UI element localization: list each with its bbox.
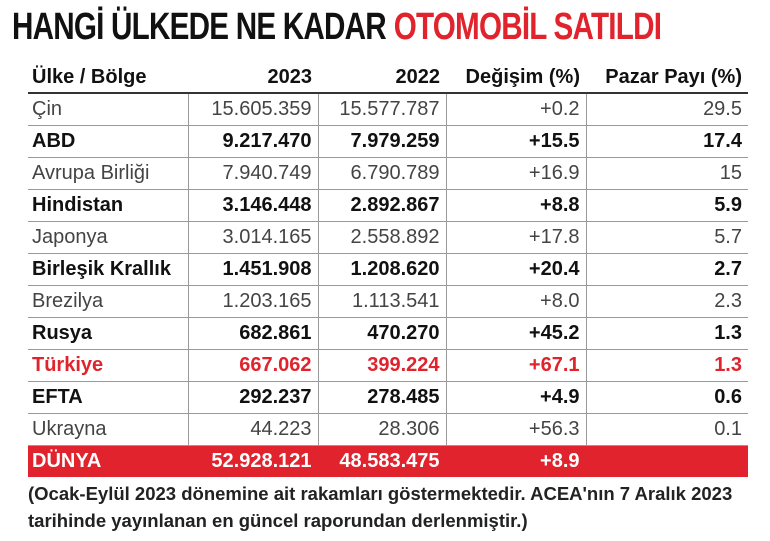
table-row: Çin 15.605.359 15.577.787 +0.2 29.5 [28,93,748,126]
country-cell: Türkiye [28,349,188,382]
value-2022-cell: 2.558.892 [317,221,446,254]
value-2023-cell: 682.861 [187,317,318,350]
footnote: (Ocak-Eylül 2023 dönemine ait rakamları … [28,483,733,531]
share-cell: 29.5 [585,93,748,126]
change-cell: +4.9 [445,381,586,414]
table-row: Türkiye 667.062 399.224 +67.1 1.3 [28,349,748,382]
share-cell: 5.7 [585,221,748,254]
col-header-2023: 2023 [188,62,318,94]
table-row: Birleşik Krallık 1.451.908 1.208.620 +20.4 2… [28,253,748,286]
value-2022-cell: 6.790.789 [317,157,446,190]
change-cell: +16.9 [445,157,586,190]
country-cell: Birleşik Krallık [28,253,188,286]
value-2022-cell: 1.113.541 [317,285,446,318]
value-2022-cell: 470.270 [317,317,446,350]
country-cell: Çin [28,93,188,126]
value-2023-cell: 292.237 [187,381,318,414]
value-2023-cell: 7.940.749 [187,157,318,190]
value-2023-cell: 52.928.121 [187,445,318,477]
table-row: ABD 9.217.470 7.979.259 +15.5 17.4 [28,125,748,158]
change-cell: +56.3 [445,413,586,446]
country-cell: Japonya [28,221,188,254]
value-2023-cell: 15.605.359 [187,93,318,126]
col-header-change: Değişim (%) [446,62,586,94]
table-body: Çin 15.605.359 15.577.787 +0.2 29.5 ABD 9.217.… [28,93,748,477]
table-row: Ukrayna 44.223 28.306 +56.3 0.1 [28,413,748,446]
value-2022-cell: 1.208.620 [317,253,446,286]
share-cell: 0.6 [585,381,748,414]
change-cell: +8.0 [445,285,586,318]
country-cell: Rusya [28,317,188,350]
share-cell: 5.9 [585,189,748,222]
share-cell: 1.3 [585,317,748,350]
table-row: EFTA 292.237 278.485 +4.9 0.6 [28,381,748,414]
country-cell: EFTA [28,381,188,414]
value-2022-cell: 7.979.259 [317,125,446,158]
total-row: DÜNYA 52.928.121 48.583.475 +8.9 [28,445,748,477]
table-row: Japonya 3.014.165 2.558.892 +17.8 5.7 [28,221,748,254]
change-cell: +17.8 [445,221,586,254]
value-2022-cell: 278.485 [317,381,446,414]
sales-table: Ülke / Bölge 2023 2022 Değişim (%) Pazar… [28,62,748,477]
table-row: Hindistan 3.146.448 2.892.867 +8.8 5.9 [28,189,748,222]
share-cell: 1.3 [585,349,748,382]
col-header-share: Pazar Payı (%) [586,62,748,94]
value-2022-cell: 2.892.867 [317,189,446,222]
change-cell: +8.8 [445,189,586,222]
change-cell: +8.9 [445,445,586,477]
page-title: HANGİ ÜLKEDE NE KADAR OTOMOBİL SATILDI [12,6,662,49]
share-cell: 2.7 [585,253,748,286]
title-part-2: OTOMOBİL SATILDI [393,6,662,48]
change-cell: +0.2 [445,93,586,126]
value-2022-cell: 399.224 [317,349,446,382]
country-cell: Hindistan [28,189,188,222]
share-cell [585,445,748,477]
value-2023-cell: 9.217.470 [187,125,318,158]
change-cell: +45.2 [445,317,586,350]
value-2023-cell: 3.014.165 [187,221,318,254]
value-2022-cell: 48.583.475 [317,445,446,477]
country-cell: Avrupa Birliği [28,157,188,190]
table-row: Brezilya 1.203.165 1.113.541 +8.0 2.3 [28,285,748,318]
value-2023-cell: 1.203.165 [187,285,318,318]
table-row: Avrupa Birliği 7.940.749 6.790.789 +16.9 15 [28,157,748,190]
country-cell: ABD [28,125,188,158]
country-cell: DÜNYA [28,445,188,477]
value-2023-cell: 1.451.908 [187,253,318,286]
col-header-country: Ülke / Bölge [28,62,188,94]
header-row: Ülke / Bölge 2023 2022 Değişim (%) Pazar… [28,62,748,94]
share-cell: 15 [585,157,748,190]
col-header-2022: 2022 [318,62,446,94]
change-cell: +15.5 [445,125,586,158]
share-cell: 2.3 [585,285,748,318]
country-cell: Ukrayna [28,413,188,446]
change-cell: +20.4 [445,253,586,286]
share-cell: 17.4 [585,125,748,158]
change-cell: +67.1 [445,349,586,382]
value-2023-cell: 667.062 [187,349,318,382]
table-row: Rusya 682.861 470.270 +45.2 1.3 [28,317,748,350]
title-part-1: HANGİ ÜLKEDE NE KADAR [12,6,387,48]
value-2023-cell: 44.223 [187,413,318,446]
share-cell: 0.1 [585,413,748,446]
value-2023-cell: 3.146.448 [187,189,318,222]
value-2022-cell: 28.306 [317,413,446,446]
value-2022-cell: 15.577.787 [317,93,446,126]
country-cell: Brezilya [28,285,188,318]
